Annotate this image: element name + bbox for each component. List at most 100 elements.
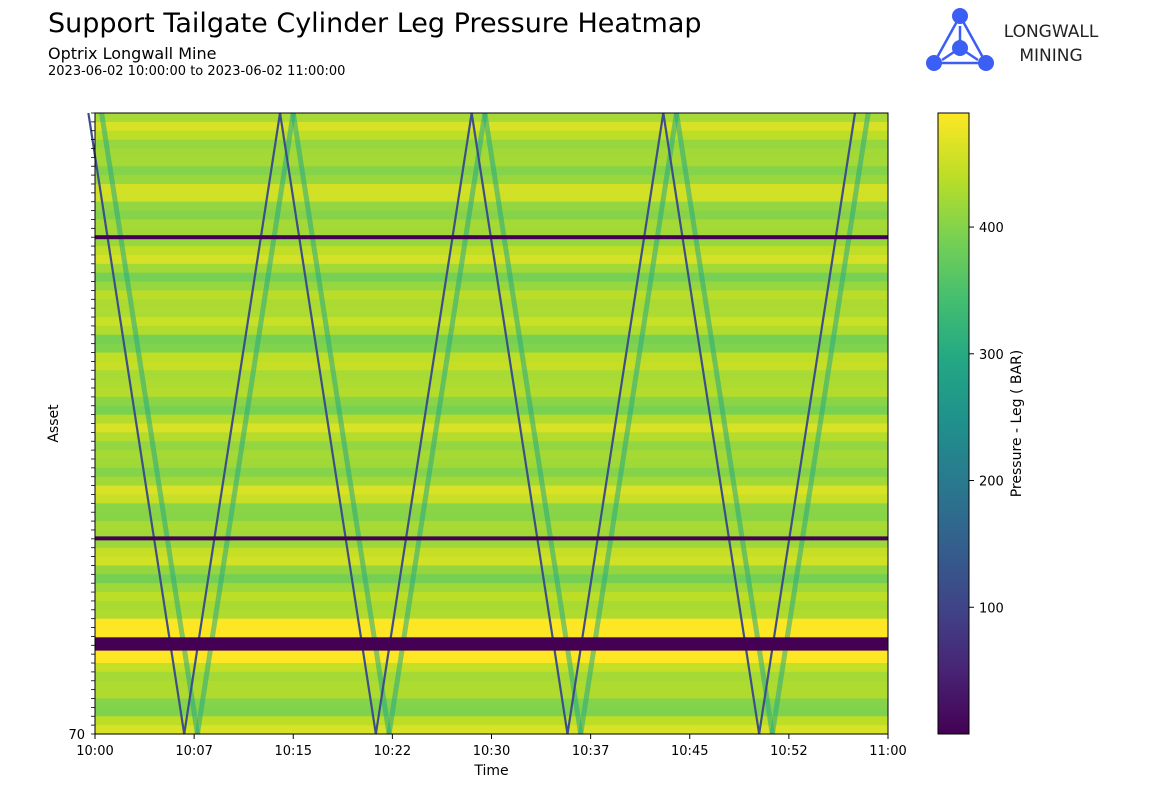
heatmap-row [95,113,888,123]
heatmap-row [95,130,888,141]
logo-text: LONGWALL MINING [996,20,1106,68]
heatmap-row [95,396,888,407]
shearer-passes [87,112,871,735]
shearer-pass-trace [470,112,569,735]
heatmap-row [95,325,888,336]
heatmap-row [95,698,888,708]
x-tick-label: 10:15 [275,744,312,759]
heatmap-row [95,618,888,629]
heatmap-row [95,352,888,362]
x-tick-label: 10:22 [374,744,411,759]
heatmap-row [95,609,888,620]
low-pressure-rows [95,235,888,651]
y-tick-label: 70 [68,728,85,743]
heatmap-row [95,210,888,221]
heatmap-row [95,592,888,602]
shearer-pass-trace [183,112,282,735]
colorbar-tick-label: 400 [979,221,1004,236]
x-axis-ticks: 10:00 10:07 10:15 10:22 10:30 10:37 10:45 10:52… [76,734,907,759]
heatmap-row [95,228,888,238]
shearer-pass-trace [482,112,584,735]
heatmap-row [95,290,888,300]
y-axis-label: Asset [46,404,62,443]
heatmap-row [95,485,888,496]
heatmap-row [95,529,888,540]
shearer-pass-trace [758,112,857,735]
heatmap-row [95,272,888,283]
date-range: 2023-06-02 10:00:00 to 2023-06-02 11:00:… [48,64,346,79]
heatmap-row [95,467,888,478]
x-tick-label: 11:00 [869,744,906,759]
heatmap-row [95,414,888,425]
heatmap-row [95,308,888,318]
shearer-pass-trace [578,112,680,735]
heatmap-row [95,716,888,726]
heatmap-row [95,600,888,611]
heatmap-row [95,334,888,345]
colorbar-ticks: 100 200 300 400 [969,221,1004,616]
heatmap-row [95,512,888,522]
shearer-pass-trace [290,112,392,735]
heatmap-row [95,388,888,398]
shearer-pass-trace [99,112,200,735]
heatmap-row [95,246,888,256]
heatmap-row [95,263,888,274]
heatmap-row [95,654,888,664]
x-tick-label: 10:45 [671,744,708,759]
heatmap-row [95,547,888,558]
heatmap-row [95,494,888,504]
heatmap-row [95,476,888,487]
heatmap-row [95,663,888,673]
colorbar-tick-label: 100 [979,601,1004,616]
heatmap-row [95,432,888,442]
y-axis-ticks: 70 [68,112,95,743]
heatmap-row [95,627,888,638]
shearer-pass-trace [374,112,473,735]
shearer-pass-trace [662,112,761,735]
heatmap-row [95,503,888,513]
heatmap-row [95,219,888,229]
heatmap-row [95,361,888,371]
heatmap-row [95,370,888,380]
chart-subtitle: Optrix Longwall Mine [48,44,217,63]
x-tick-label: 10:37 [572,744,609,759]
heatmap-row [95,671,888,682]
heatmap-row [95,379,888,389]
colorbar-tick-label: 200 [979,475,1004,490]
zero-pressure-row [95,536,888,541]
shearer-pass-trace [87,112,186,735]
heatmap-row [95,192,888,203]
chart-title: Support Tailgate Cylinder Leg Pressure H… [48,8,702,39]
heatmap-row [95,175,888,185]
triangle-network-icon [926,8,994,71]
shearer-pass-trace [278,112,377,735]
heatmap-row [95,680,888,691]
shearer-pass-trace [194,112,296,735]
heatmap-row [95,254,888,265]
logo-line2: MINING [1019,46,1083,66]
shearer-pass-trace [674,112,775,735]
heatmap-row [95,281,888,292]
colorbar-tick-label: 300 [979,348,1004,363]
heatmap-row [95,343,888,354]
shearer-pass-trace [769,112,871,735]
company-logo: LONGWALL MINING [920,6,1120,80]
x-axis-label: Time [473,763,508,779]
x-tick-label: 10:00 [76,744,113,759]
heatmap-row [95,441,888,451]
heatmap-row [95,423,888,433]
heatmap-row [95,317,888,327]
x-tick-label: 10:07 [175,744,212,759]
shearer-pass-trace [386,112,488,735]
heatmap-row [95,183,888,194]
heatmap-row [95,538,888,549]
heatmap-row [95,707,888,717]
x-tick-label: 10:52 [770,744,807,759]
heatmap-row [95,583,888,593]
heatmap-row [95,299,888,309]
heatmap-row [95,574,888,584]
x-tick-label: 10:30 [473,744,510,759]
heatmap-row [95,405,888,416]
colorbar [937,112,970,735]
